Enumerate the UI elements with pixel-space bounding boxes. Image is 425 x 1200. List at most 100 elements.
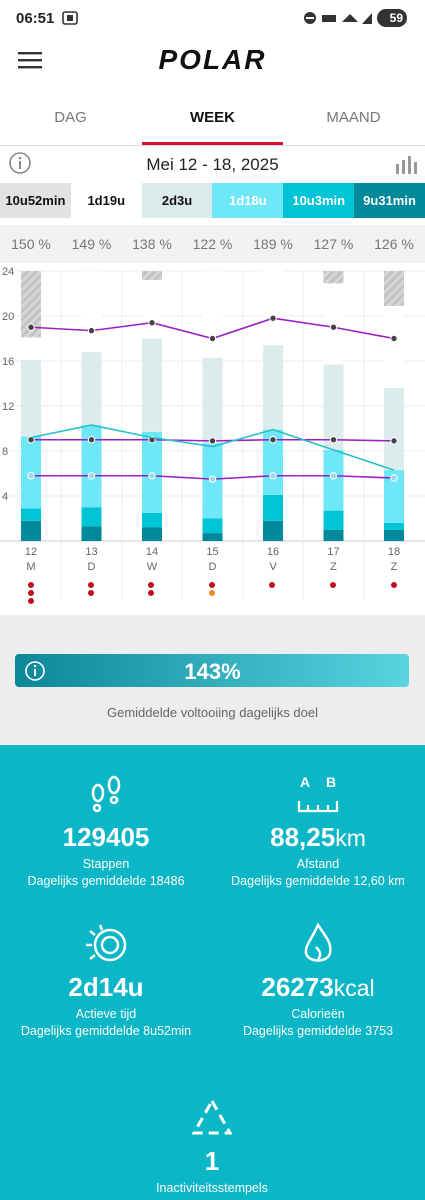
bar-segment <box>21 337 41 360</box>
active-value: 2d14u <box>68 972 144 1002</box>
weekday: W <box>147 561 158 573</box>
steps-stat: 129405 Stappen Dagelijks gemiddelde 1848… <box>0 773 212 888</box>
bar-segment <box>142 271 162 280</box>
status-bar: 06:51 59 <box>0 0 425 36</box>
bar-segment <box>384 305 404 388</box>
bar-segment <box>323 529 344 541</box>
y-tick-label: 24 <box>2 266 14 278</box>
line-point <box>87 472 96 480</box>
line-point <box>148 319 156 327</box>
y-tick-label: 4 <box>2 491 8 503</box>
line-point <box>329 436 338 444</box>
line-point <box>390 437 398 445</box>
summary-box: 10u3min <box>283 183 355 218</box>
tab[interactable]: MAAND <box>326 109 381 126</box>
active-stat: 2d14u Actieve tijd Dagelijks gemiddelde … <box>0 923 212 1038</box>
distance-number: 88,25 <box>270 822 336 852</box>
chart-toggle[interactable] <box>394 152 418 176</box>
weekday: M <box>26 561 35 573</box>
tab-bar: DAG WEEK MAAND <box>0 95 425 146</box>
bar-segment <box>384 388 404 471</box>
day-number: 12 <box>25 546 37 558</box>
line-point <box>269 314 277 322</box>
calories-value: 26273kcal <box>212 972 424 1003</box>
weekday: V <box>269 561 277 573</box>
svg-text:A: A <box>300 774 310 790</box>
bar-segment <box>21 520 41 541</box>
line-point <box>87 326 96 335</box>
inactivity-icon <box>191 1097 233 1135</box>
line-point <box>329 472 338 480</box>
week-chart: 4 8 12 16 20 24 150 % 12 M 149 % 13 D 138 % 14 W 122 % 1… <box>0 225 425 615</box>
tab[interactable]: WEEK <box>190 109 235 126</box>
summary-box: 9u31min <box>354 183 425 218</box>
inactivity-value: 1 <box>204 1146 220 1176</box>
day-number: 18 <box>388 546 400 558</box>
line-point <box>208 334 217 343</box>
calories-label: Calorieën <box>291 1007 345 1021</box>
bar-segment <box>81 271 102 352</box>
line-point <box>27 472 35 480</box>
bar-segment <box>21 359 41 437</box>
day-number: 17 <box>327 546 339 558</box>
date-range: Mei 12 - 18, 2025 <box>146 155 279 174</box>
line-point <box>390 474 398 482</box>
bar-segment <box>81 526 102 541</box>
calories-unit: kcal <box>333 975 375 1001</box>
goal-caption: Gemiddelde voltooiing dagelijks doel <box>106 705 319 720</box>
bar-segment <box>384 271 404 306</box>
line-point <box>269 472 277 480</box>
battery: 59 <box>377 9 407 27</box>
bar-segment <box>81 425 102 508</box>
tab[interactable]: DAG <box>54 109 87 126</box>
day-percent: 126 % <box>374 236 414 252</box>
goal-section: 143% Gemiddelde voltooiing dagelijks doe… <box>0 615 425 745</box>
bar-segment <box>263 269 283 346</box>
info-button[interactable] <box>8 151 32 175</box>
clock: 06:51 <box>16 10 55 27</box>
goal-percent: 143% <box>184 659 241 684</box>
distance-unit: km <box>335 825 366 851</box>
bar-segment <box>21 508 41 521</box>
day-number: 16 <box>267 546 279 558</box>
bar-segment <box>263 345 283 430</box>
status-icons <box>304 12 372 24</box>
active-label: Actieve tijd <box>75 1007 137 1021</box>
goal-info[interactable] <box>24 660 46 682</box>
bar-segment <box>81 352 102 426</box>
bar-segment <box>142 512 162 528</box>
steps-value: 129405 <box>62 822 150 852</box>
weekday: Z <box>391 561 398 573</box>
calories-icon <box>304 922 332 962</box>
line-point <box>87 436 96 444</box>
day-percent: 138 % <box>132 236 172 252</box>
bar-segment <box>202 518 223 534</box>
stats-section: 129405 Stappen Dagelijks gemiddelde 1848… <box>0 745 425 1200</box>
bar-segment <box>142 338 162 432</box>
line-point <box>208 475 217 483</box>
day-number: 15 <box>206 546 218 558</box>
bar-segment <box>384 529 404 541</box>
bar-segment <box>263 520 283 541</box>
bar-segment <box>202 271 223 358</box>
day-percent: 189 % <box>253 236 293 252</box>
screenshot-icon <box>62 11 78 25</box>
y-tick-label: 8 <box>2 446 8 458</box>
bar-segment <box>384 470 404 523</box>
menu-button[interactable] <box>18 50 44 70</box>
bar-segment <box>323 271 344 284</box>
summary-box: 1d19u <box>70 183 142 218</box>
y-tick-label: 16 <box>2 356 14 368</box>
active-average: Dagelijks gemiddelde 8u52min <box>20 1024 192 1038</box>
calories-average: Dagelijks gemiddelde 3753 <box>242 1024 394 1038</box>
y-tick-label: 20 <box>2 311 14 323</box>
steps-average: Dagelijks gemiddelde 18486 <box>27 874 185 888</box>
active-icon <box>86 924 127 962</box>
distance-label: Afstand <box>296 857 340 871</box>
steps-label: Stappen <box>82 857 130 871</box>
bar-segment <box>323 449 344 511</box>
summary-row: 10u52min 1d19u 2d3u 1d18u 10u3min 9u31min <box>0 183 425 218</box>
summary-box: 2d3u <box>141 183 213 218</box>
